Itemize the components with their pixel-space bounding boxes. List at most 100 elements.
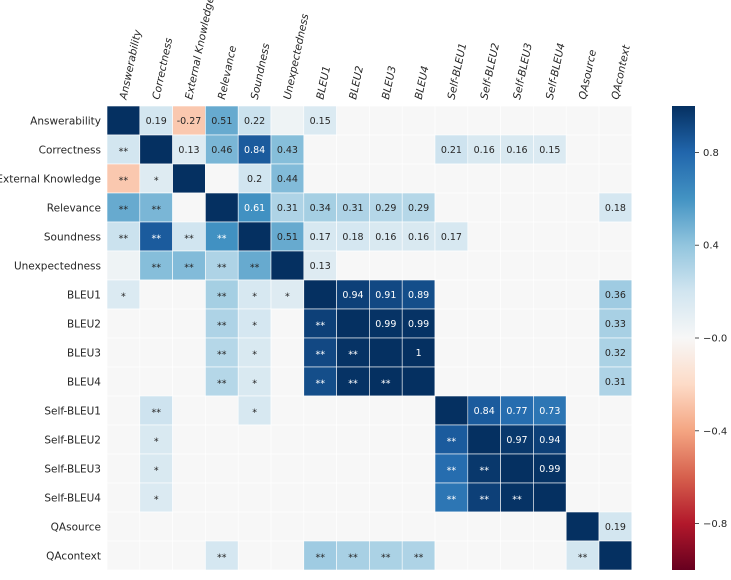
heatmap-cell-Self-BLEU2-BLEU2 (336, 424, 370, 455)
heatmap-cell-Self-BLEU4-Self-BLEU3 (500, 482, 534, 513)
heatmap-cell-Relevance-Answerability (106, 192, 141, 223)
cell-annotation: * (121, 292, 126, 303)
heatmap-cell-Self-BLEU3-Self-BLEU4 (533, 453, 567, 484)
column-label: BLEU3 (380, 65, 399, 101)
cell-annotation: 0.84 (244, 145, 265, 156)
cell-annotation: 0.18 (605, 203, 626, 214)
heatmap-cell-Soundness-Self-BLEU1 (434, 221, 469, 252)
heatmap-cell-Answerability-External Knowledge (172, 105, 206, 136)
cell-annotation: 0.16 (474, 145, 495, 156)
heatmap-cell-Self-BLEU2-Self-BLEU4 (533, 424, 567, 455)
row-label: External Knowledge (0, 173, 101, 185)
cell-annotation: * (154, 176, 159, 187)
heatmap-cell-Self-BLEU1-Self-BLEU1 (434, 395, 469, 426)
heatmap-cell-Soundness-QAsource (565, 221, 600, 252)
cell-annotation: ** (381, 553, 391, 564)
heatmap-cell-BLEU4-BLEU4 (401, 366, 436, 397)
heatmap-cell-Self-BLEU3-Self-BLEU1 (434, 453, 469, 484)
heatmap-cell-QAcontext-QAsource (565, 540, 600, 571)
cell-annotation: ** (447, 437, 457, 448)
cell-annotation: ** (315, 379, 325, 390)
heatmap-cell-Relevance-Soundness (237, 192, 272, 223)
cell-annotation: 0.31 (342, 203, 363, 214)
column-label: Unexpectedness (282, 12, 312, 100)
heatmap-cell-External Knowledge-BLEU4 (401, 163, 436, 194)
heatmap-cell-BLEU4-Answerability (106, 366, 141, 397)
cell-annotation: ** (119, 234, 129, 245)
heatmap-cell-Self-BLEU2-QAsource (565, 424, 600, 455)
cell-annotation: ** (217, 350, 227, 361)
heatmap-cell-External Knowledge-Self-BLEU4 (533, 163, 567, 194)
heatmap-cell-Self-BLEU3-QAcontext (598, 453, 633, 484)
row-label: Answerability (30, 115, 101, 127)
heatmap-cell-Self-BLEU3-Soundness (237, 453, 272, 484)
heatmap-cell-QAsource-BLEU4 (401, 511, 436, 542)
heatmap-cell-Soundness-Answerability (106, 221, 141, 252)
heatmap-cell-Correctness-Unexpectedness (270, 134, 305, 165)
heatmap-cell-BLEU1-QAcontext (598, 279, 633, 310)
cell-annotation: ** (479, 495, 489, 506)
heatmap-cell-Answerability-Self-BLEU4 (533, 105, 567, 136)
cell-annotation: 0.89 (408, 290, 429, 301)
cell-annotation: ** (151, 263, 161, 274)
heatmap-cell-Self-BLEU3-BLEU2 (336, 453, 370, 484)
heatmap-cell-BLEU1-Soundness (237, 279, 272, 310)
heatmap-cell-Correctness-BLEU4 (401, 134, 436, 165)
column-label: BLEU4 (413, 65, 432, 101)
cell-annotation: 0.31 (605, 377, 626, 388)
cell-annotation: ** (381, 379, 391, 390)
heatmap-cell-BLEU2-Self-BLEU2 (467, 308, 501, 339)
heatmap-cell-BLEU2-Self-BLEU3 (500, 308, 534, 339)
heatmap-cell-Unexpectedness-Self-BLEU2 (467, 250, 501, 281)
heatmap-cell-QAsource-Self-BLEU4 (533, 511, 567, 542)
heatmap-cell-BLEU3-BLEU1 (303, 337, 337, 368)
cell-annotation: * (285, 292, 290, 303)
heatmap-cell-Relevance-Self-BLEU2 (467, 192, 501, 223)
heatmap-cell-BLEU3-Correctness (139, 337, 173, 368)
heatmap-cell-BLEU1-BLEU4 (401, 279, 436, 310)
heatmap-cell-Self-BLEU2-QAcontext (598, 424, 633, 455)
row-label: QAsource (51, 521, 101, 533)
heatmap-cell-Self-BLEU1-QAcontext (598, 395, 633, 426)
cell-annotation: 0.18 (342, 232, 363, 243)
heatmap-cell-Self-BLEU4-Self-BLEU2 (467, 482, 501, 513)
heatmap-cell-Self-BLEU1-Answerability (106, 395, 141, 426)
heatmap-cell-Answerability-QAsource (565, 105, 600, 136)
heatmap-cell-BLEU1-Self-BLEU3 (500, 279, 534, 310)
cell-annotation: 0.44 (277, 174, 298, 185)
heatmap-cell-BLEU4-Self-BLEU1 (434, 366, 469, 397)
cell-annotation: * (252, 350, 257, 361)
heatmap-cell-QAsource-Relevance (205, 511, 239, 542)
heatmap-cell-BLEU2-Answerability (106, 308, 141, 339)
heatmap-cell-Relevance-BLEU1 (303, 192, 337, 223)
heatmap-cell-External Knowledge-Correctness (139, 163, 173, 194)
cell-annotation: ** (119, 147, 129, 158)
cell-annotation: 0.94 (539, 435, 560, 446)
cell-annotation: 0.77 (506, 406, 527, 417)
column-labels: Answerability Correctness External Knowled… (117, 0, 633, 102)
heatmap-cell-BLEU2-External Knowledge (172, 308, 206, 339)
heatmap-cell-Unexpectedness-Self-BLEU1 (434, 250, 469, 281)
heatmap-cell-Answerability-Correctness (139, 105, 173, 136)
heatmap-cell-Self-BLEU3-BLEU3 (369, 453, 403, 484)
heatmap-cell-Self-BLEU3-Self-BLEU3 (500, 453, 534, 484)
heatmap-cell-Self-BLEU1-Relevance (205, 395, 239, 426)
cell-annotation: ** (217, 292, 227, 303)
colorbar-tick-label: 0.8 (703, 148, 719, 159)
heatmap-cell-Self-BLEU2-Self-BLEU1 (434, 424, 469, 455)
row-label: BLEU2 (67, 318, 101, 330)
heatmap-cell-Correctness-QAsource (565, 134, 600, 165)
cell-annotation: 0.19 (146, 116, 167, 127)
heatmap-cell-BLEU3-Answerability (106, 337, 141, 368)
cell-annotation: 0.94 (342, 290, 363, 301)
heatmap-cell-BLEU1-Correctness (139, 279, 173, 310)
cell-annotation: 0.99 (408, 319, 429, 330)
cell-annotation: 0.61 (244, 203, 265, 214)
heatmap-cell-Answerability-BLEU3 (369, 105, 403, 136)
heatmap-cell-QAcontext-Relevance (205, 540, 239, 571)
heatmap-cell-QAcontext-Self-BLEU2 (467, 540, 501, 571)
row-labels: Answerability Correctness External Knowled… (0, 115, 101, 562)
heatmap-cell-BLEU4-Soundness (237, 366, 272, 397)
column-label: External Knowledge (183, 0, 217, 101)
heatmap-cell-Correctness-BLEU1 (303, 134, 337, 165)
